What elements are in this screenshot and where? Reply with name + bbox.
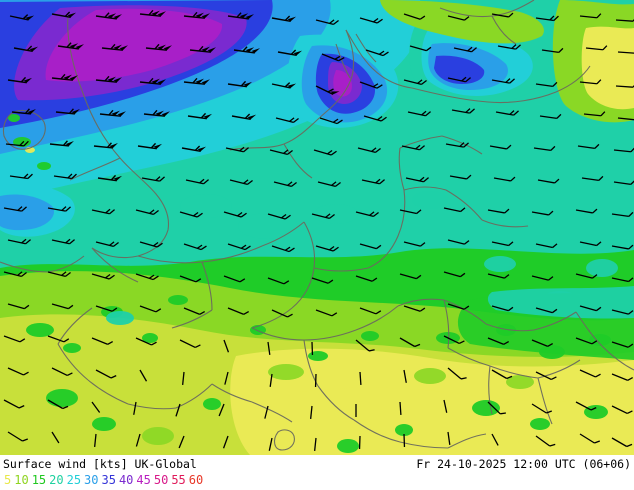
- legend-tick-40: 40: [118, 473, 134, 487]
- legend-tick-30: 30: [84, 473, 99, 487]
- wind-map-canvas[interactable]: [0, 0, 634, 455]
- legend-tick-10: 10: [14, 473, 29, 487]
- map-title: Surface wind [kts] UK-Global: [3, 457, 197, 471]
- country-borders-layer: [0, 0, 634, 451]
- legend-tick-5: 5: [4, 473, 12, 487]
- map-datetime: Fr 24-10-2025 12:00 UTC (06+06): [416, 457, 631, 471]
- legend-tick-50: 50: [153, 473, 169, 487]
- legend-tick-35: 35: [101, 473, 116, 487]
- windspeed-legend: 5 10 15 20 25 30 35 40 45 50 55 60: [4, 473, 206, 487]
- windspeed-contour-layer: [0, 0, 634, 455]
- wind-map-svg: [0, 0, 634, 455]
- legend-tick-45: 45: [136, 473, 151, 487]
- legend-tick-25: 25: [66, 473, 82, 487]
- map-footer: Surface wind [kts] UK-Global Fr 24-10-20…: [0, 455, 634, 490]
- legend-tick-15: 15: [31, 473, 47, 487]
- legend-tick-55: 55: [171, 473, 186, 487]
- legend-tick-20: 20: [49, 473, 64, 487]
- legend-tick-60: 60: [188, 473, 204, 487]
